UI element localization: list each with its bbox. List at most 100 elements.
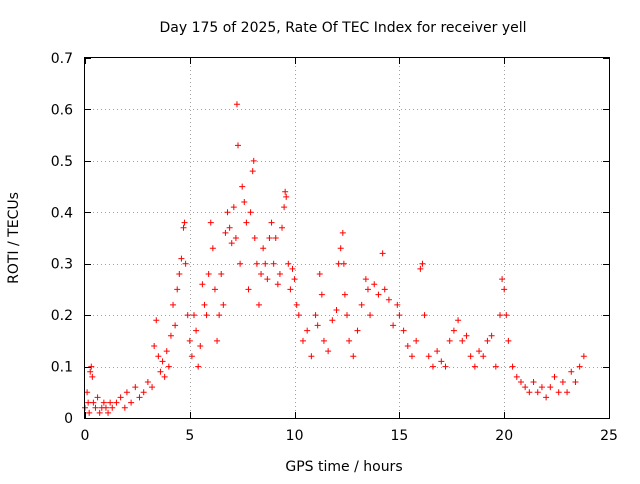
- data-point: [233, 101, 240, 108]
- data-point: [87, 368, 94, 375]
- data-point: [85, 399, 92, 406]
- data-point: [226, 224, 233, 231]
- y-tick-label: 0.3: [51, 257, 73, 273]
- data-point: [381, 286, 388, 293]
- data-point: [564, 389, 571, 396]
- data-point: [255, 301, 262, 308]
- data-point: [224, 209, 231, 216]
- data-point: [538, 384, 545, 391]
- data-point: [576, 363, 583, 370]
- data-point: [211, 286, 218, 293]
- chart-title: Day 175 of 2025, Rate Of TEC Index for r…: [159, 20, 526, 36]
- data-point: [446, 337, 453, 344]
- data-point: [279, 224, 286, 231]
- data-point: [228, 240, 235, 247]
- data-point: [247, 209, 254, 216]
- data-point: [547, 384, 554, 391]
- data-point: [425, 353, 432, 360]
- data-point: [237, 260, 244, 267]
- data-point: [105, 409, 112, 416]
- data-point: [534, 389, 541, 396]
- data-point: [379, 250, 386, 257]
- data-point: [291, 276, 298, 283]
- data-point: [417, 265, 424, 272]
- data-point: [503, 312, 510, 319]
- data-point: [341, 291, 348, 298]
- data-point: [285, 260, 292, 267]
- labels-layer: 0 5 10 15 20 25 0 0.1 0.2 0.3 0.4 0.5 0.6 0.7: [51, 51, 618, 444]
- plot-frame: [84, 57, 610, 419]
- data-point: [434, 348, 441, 355]
- points-layer: [82, 101, 587, 416]
- data-point: [350, 353, 357, 360]
- data-point: [471, 363, 478, 370]
- data-point: [94, 394, 101, 401]
- data-point: [102, 404, 109, 411]
- data-point: [293, 301, 300, 308]
- data-point: [216, 312, 223, 319]
- data-point: [480, 353, 487, 360]
- data-point: [232, 235, 239, 241]
- data-point: [88, 363, 95, 370]
- data-point: [193, 327, 200, 334]
- y-axis-title: ROTI / TECUs: [6, 192, 22, 284]
- data-point: [513, 373, 520, 380]
- data-point: [140, 389, 147, 396]
- data-point: [580, 353, 587, 360]
- data-point: [394, 301, 401, 308]
- data-point: [250, 157, 257, 164]
- data-point: [559, 379, 566, 385]
- data-point: [333, 307, 340, 313]
- data-point: [371, 281, 378, 288]
- data-point: [463, 332, 470, 339]
- data-point: [568, 368, 575, 375]
- data-point: [190, 312, 197, 319]
- data-point: [455, 317, 462, 324]
- data-point: [543, 394, 550, 401]
- data-point: [195, 363, 202, 370]
- data-point: [107, 399, 114, 406]
- data-point: [155, 353, 162, 360]
- data-point: [249, 168, 256, 175]
- x-tick-label: 0: [81, 428, 90, 444]
- data-point: [161, 373, 168, 380]
- data-point: [385, 296, 392, 303]
- data-point: [159, 358, 166, 365]
- data-point: [241, 199, 248, 205]
- data-point: [165, 363, 172, 370]
- x-tick-label: 5: [185, 428, 194, 444]
- y-tick-label: 0.2: [51, 308, 73, 324]
- x-tick-label: 10: [286, 428, 304, 444]
- data-point: [289, 265, 296, 272]
- data-point: [197, 343, 204, 349]
- data-point: [408, 353, 415, 360]
- data-point: [304, 327, 311, 334]
- data-point: [340, 260, 347, 267]
- x-tick-label: 20: [495, 428, 513, 444]
- data-point: [509, 363, 516, 370]
- data-point: [497, 312, 504, 319]
- data-point: [499, 276, 506, 283]
- y-tick-label: 0: [64, 411, 73, 427]
- data-point: [184, 312, 191, 319]
- data-point: [272, 235, 279, 241]
- data-point: [396, 312, 403, 319]
- data-point: [218, 271, 225, 277]
- data-point: [96, 409, 103, 416]
- data-point: [344, 312, 350, 319]
- data-point: [375, 291, 382, 298]
- data-point: [176, 271, 183, 277]
- data-point: [413, 337, 420, 344]
- data-point: [258, 271, 265, 277]
- data-point: [517, 379, 524, 385]
- y-tick-label: 0.6: [51, 102, 73, 118]
- data-point: [209, 245, 216, 252]
- data-point: [109, 404, 116, 411]
- y-tick-label: 0.4: [51, 205, 73, 221]
- data-point: [245, 286, 252, 293]
- data-point: [170, 301, 177, 308]
- data-point: [89, 373, 96, 380]
- data-point: [276, 271, 283, 277]
- data-point: [199, 281, 206, 288]
